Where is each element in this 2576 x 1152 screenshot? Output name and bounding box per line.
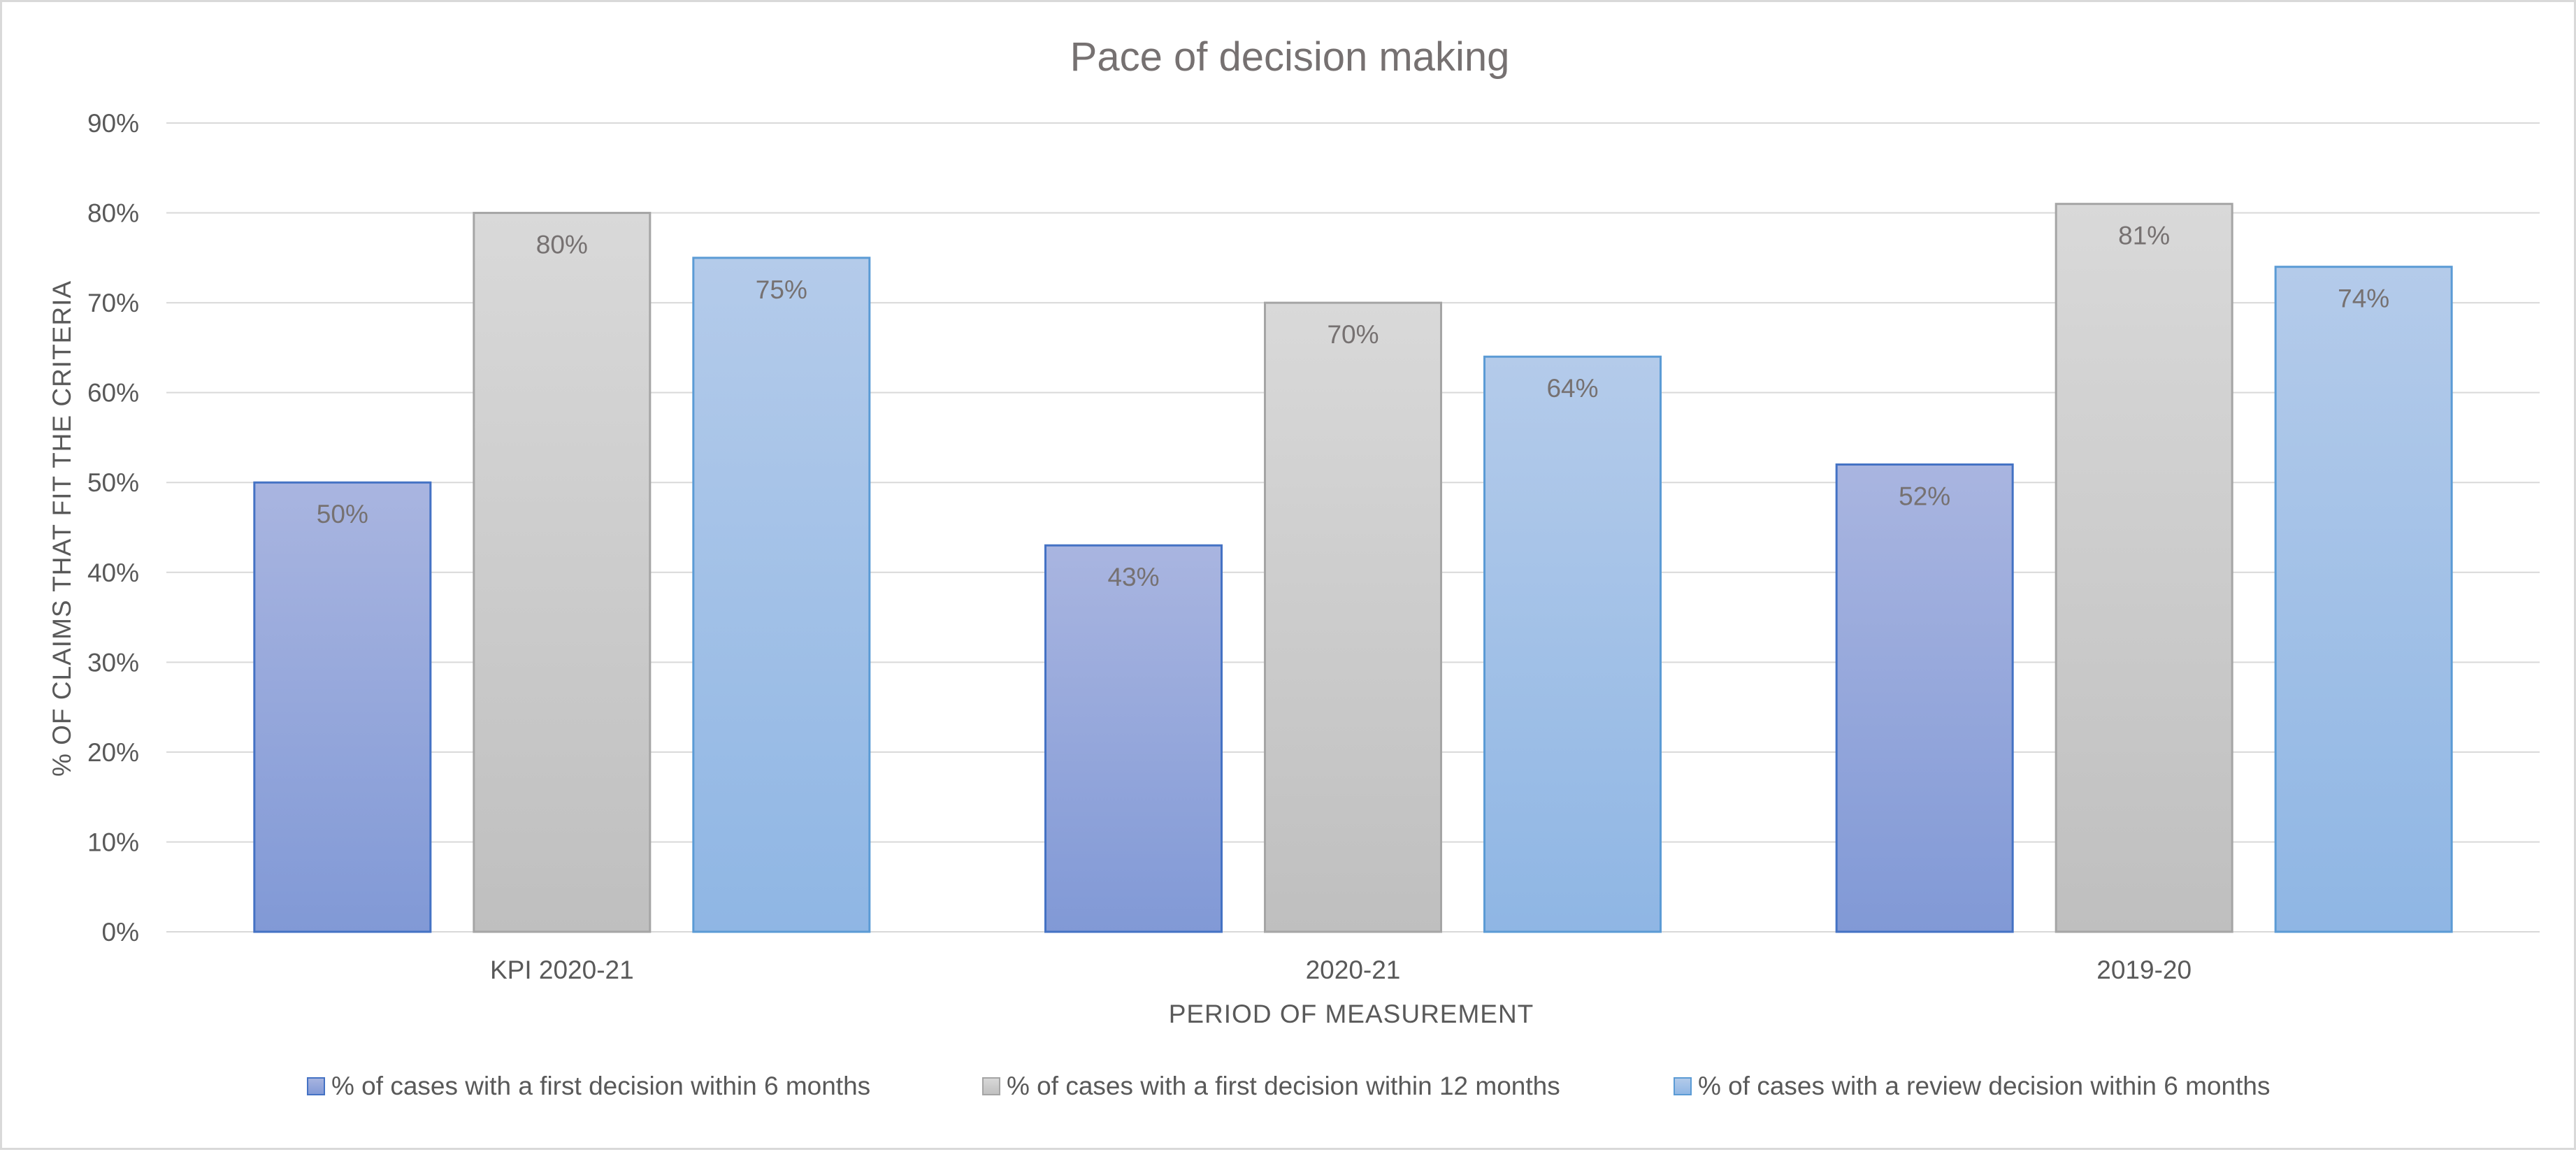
data-label: 50% (317, 500, 368, 528)
y-tick-label: 0% (102, 918, 139, 946)
y-tick-label: 90% (87, 109, 139, 138)
y-tick-label: 80% (87, 199, 139, 228)
bar (2055, 203, 2233, 933)
y-tick-label: 50% (87, 468, 139, 497)
bar (473, 212, 652, 933)
y-axis-title: % OF CLAIMS THAT FIT THE CRITERIA (48, 280, 76, 777)
data-label: 81% (2118, 222, 2170, 250)
x-axis-title: PERIOD OF MEASUREMENT (1169, 1000, 1534, 1028)
bar (692, 257, 871, 933)
legend-label: % of cases with a first decision within … (1007, 1072, 1560, 1100)
x-tick-label: 2020-21 (1306, 956, 1401, 984)
bar (1044, 544, 1223, 933)
bar (2274, 266, 2453, 933)
y-axis-ticks: 0% 10% 20% 30% 40% 50% 60% 70% 80% 90% (87, 109, 139, 946)
legend-label: % of cases with a first decision within … (331, 1072, 870, 1100)
bars (253, 203, 2453, 933)
data-label: 74% (2338, 285, 2389, 313)
data-label: 75% (756, 275, 807, 304)
y-tick-label: 30% (87, 648, 139, 677)
legend-label: % of cases with a review decision within… (1698, 1072, 2270, 1100)
y-tick-label: 60% (87, 379, 139, 408)
data-label: 70% (1327, 320, 1379, 349)
chart-title: Pace of decision making (1070, 34, 1510, 80)
y-tick-label: 10% (87, 828, 139, 856)
legend-item: % of cases with a first decision within … (982, 1072, 1560, 1100)
legend-swatch (982, 1077, 1000, 1095)
legend-item: % of cases with a review decision within… (1674, 1072, 2270, 1100)
data-labels: 50% 80% 75% 43% 70% 64% 52% 81% 74% (317, 222, 2389, 592)
legend-item: % of cases with a first decision within … (307, 1072, 870, 1100)
bar (1483, 355, 1662, 933)
data-label: 64% (1546, 374, 1598, 403)
legend: % of cases with a first decision within … (307, 1072, 2270, 1100)
data-label: 43% (1107, 563, 1159, 591)
x-axis-ticks: KPI 2020-21 2020-21 2019-20 (490, 956, 2192, 984)
y-tick-label: 70% (87, 289, 139, 317)
legend-swatch (307, 1077, 325, 1095)
data-label: 52% (1899, 482, 1950, 511)
bar (1835, 463, 2014, 933)
y-tick-label: 20% (87, 738, 139, 767)
x-tick-label: 2019-20 (2096, 956, 2192, 984)
bar (1264, 301, 1442, 933)
data-label: 80% (536, 231, 588, 259)
x-tick-label: KPI 2020-21 (490, 956, 634, 984)
y-tick-label: 40% (87, 559, 139, 587)
legend-swatch (1674, 1077, 1692, 1095)
bar (253, 481, 432, 933)
